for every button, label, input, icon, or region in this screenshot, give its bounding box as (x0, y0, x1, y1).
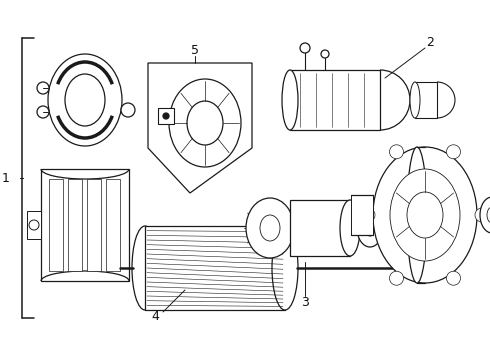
Ellipse shape (357, 209, 383, 247)
Ellipse shape (361, 208, 375, 222)
Ellipse shape (407, 192, 443, 238)
Ellipse shape (407, 147, 427, 283)
Ellipse shape (37, 82, 49, 94)
Bar (290, 200, 350, 256)
Text: 5: 5 (191, 44, 199, 57)
Ellipse shape (272, 226, 298, 310)
Ellipse shape (132, 226, 158, 310)
Bar (106, 179, 120, 271)
Ellipse shape (379, 212, 401, 244)
Ellipse shape (340, 200, 360, 256)
Ellipse shape (321, 50, 329, 58)
Ellipse shape (446, 145, 461, 159)
Bar (27, 211, 41, 239)
Text: 4: 4 (151, 310, 159, 323)
Ellipse shape (163, 113, 169, 119)
Bar (290, 70, 380, 130)
Ellipse shape (487, 207, 490, 223)
Text: 2: 2 (426, 36, 434, 49)
Bar (158, 108, 174, 124)
Text: 3: 3 (301, 296, 309, 309)
Ellipse shape (417, 258, 429, 278)
Ellipse shape (373, 147, 477, 283)
Ellipse shape (365, 220, 375, 236)
Ellipse shape (282, 70, 298, 130)
Bar (415, 82, 437, 118)
Bar (351, 195, 373, 235)
Ellipse shape (446, 271, 461, 285)
Bar (145, 226, 285, 310)
Ellipse shape (410, 82, 420, 118)
Bar (41, 169, 129, 281)
Ellipse shape (475, 208, 489, 222)
Ellipse shape (121, 103, 135, 117)
Ellipse shape (390, 271, 403, 285)
Ellipse shape (390, 145, 403, 159)
Ellipse shape (37, 106, 49, 118)
Ellipse shape (65, 74, 105, 126)
Bar (68, 179, 82, 271)
Ellipse shape (169, 79, 241, 167)
Ellipse shape (29, 220, 39, 230)
Bar (49, 179, 63, 271)
Ellipse shape (246, 198, 294, 258)
Ellipse shape (48, 54, 122, 146)
Ellipse shape (187, 101, 223, 145)
Ellipse shape (260, 215, 280, 241)
Ellipse shape (386, 221, 394, 235)
Ellipse shape (300, 43, 310, 53)
Ellipse shape (480, 197, 490, 233)
Text: 1: 1 (2, 171, 10, 185)
Ellipse shape (390, 169, 460, 261)
Bar (87, 179, 101, 271)
Polygon shape (148, 63, 252, 193)
